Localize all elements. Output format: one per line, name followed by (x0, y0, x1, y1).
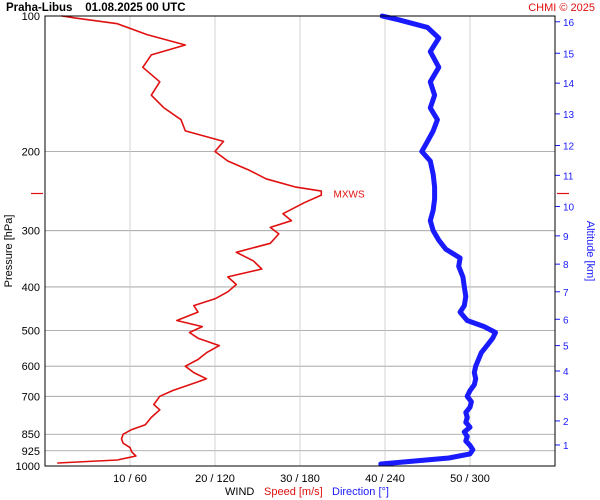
pressure-tick-label: 925 (22, 446, 40, 458)
x-tick-label: 20 / 120 (195, 473, 235, 485)
x-tick-label: 30 / 180 (280, 473, 320, 485)
pressure-tick-label: 700 (22, 391, 40, 403)
x-axis-label-speed: Speed [m/s] (264, 486, 323, 498)
pressure-tick-label: 100 (22, 11, 40, 23)
altitude-tick-label: 16 (563, 18, 575, 29)
pressure-tick-label: 850 (22, 429, 40, 441)
axes (31, 21, 569, 446)
chart-title: Praha-Libus 01.08.2025 00 UTC (6, 2, 186, 14)
plot-frame (44, 15, 556, 467)
altitude-tick-label: 1 (563, 441, 569, 452)
pressure-tick-labels: 100 200 300 400 500 600 700 850 925 1000 (16, 11, 40, 473)
altitude-tick-label: 8 (563, 260, 569, 271)
pressure-tick-label: 400 (22, 282, 40, 294)
pressure-tick-label: 300 (22, 226, 40, 238)
pressure-tick-label: 500 (22, 326, 40, 338)
altitude-tick-label: 10 (563, 202, 575, 213)
copyright-credit: CHMI © 2025 (528, 2, 595, 14)
altitude-tick-label: 12 (563, 142, 575, 153)
altitude-tick-label: 14 (563, 79, 575, 90)
pressure-tick-label: 600 (22, 361, 40, 373)
x-axis-label-direction: Direction [°] (332, 486, 389, 498)
altitude-tick-label: 2 (563, 417, 569, 428)
x-tick-label: 50 / 300 (450, 473, 490, 485)
altitude-tick-label: 9 (563, 232, 569, 243)
x-axis-label-wind: WIND (225, 486, 254, 498)
y-axis-label: Pressure [hPa] (3, 215, 15, 288)
x-tick-label: 40 / 240 (365, 473, 405, 485)
altitude-tick-label: 3 (563, 392, 569, 403)
altitude-tick-label: 6 (563, 315, 569, 326)
altitude-tick-label: 4 (563, 367, 569, 378)
altitude-tick-label: 13 (563, 110, 575, 121)
altitude-tick-label: 15 (563, 49, 575, 60)
altitude-tick-label: 11 (563, 171, 574, 182)
pressure-tick-label: 200 (22, 146, 40, 158)
series-lines (56, 13, 498, 467)
pressure-tick-label: 1000 (16, 461, 40, 473)
x-tick-labels: 10 / 60 20 / 120 30 / 180 40 / 240 50 / 300 (113, 473, 490, 485)
altitude-tick-label: 7 (563, 288, 569, 299)
x-tick-label: 10 / 60 (113, 473, 147, 485)
max-wind-label: MXWS (334, 190, 365, 201)
speed-series-line (56, 15, 323, 464)
altitude-tick-label: 5 (563, 342, 569, 353)
direction-series-line (378, 13, 498, 467)
y2-axis-label: Altitude [km] (584, 221, 596, 282)
